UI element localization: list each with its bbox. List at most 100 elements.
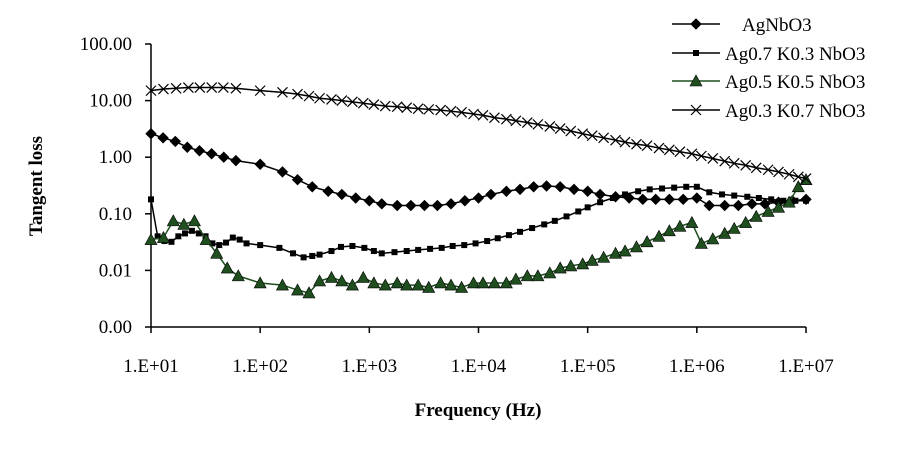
data-point — [444, 278, 458, 291]
data-point — [586, 130, 598, 142]
data-point — [791, 180, 805, 193]
data-point — [349, 192, 362, 204]
data-point — [477, 109, 489, 121]
y-tick-label: 10.00 — [89, 91, 132, 112]
data-point — [379, 100, 391, 112]
data-point — [544, 120, 556, 132]
data-point — [145, 85, 157, 97]
data-point — [718, 199, 731, 212]
data-point — [290, 250, 297, 257]
data-point — [683, 183, 690, 190]
data-point — [691, 192, 703, 204]
data-point — [800, 173, 812, 184]
data-point — [194, 82, 206, 93]
data-point — [253, 276, 267, 289]
data-point — [459, 195, 471, 207]
data-point — [427, 245, 434, 252]
x-tick-label: 1.E+06 — [669, 356, 725, 377]
data-point — [500, 185, 513, 197]
data-point — [532, 118, 544, 130]
data-point — [257, 242, 264, 249]
data-point — [193, 145, 206, 157]
data-point — [220, 261, 234, 274]
data-point — [181, 141, 193, 153]
data-point — [509, 272, 523, 285]
data-point — [489, 112, 500, 124]
series — [144, 82, 813, 299]
x-tick-label: 1.E+02 — [232, 356, 288, 377]
data-point — [792, 197, 799, 204]
legend-label: Ag0.3 K0.7 NbO3 — [725, 101, 865, 122]
data-point — [390, 276, 404, 289]
data-point — [543, 266, 557, 279]
data-point — [300, 254, 307, 261]
data-point — [782, 195, 796, 208]
data-point — [346, 96, 358, 108]
data-point — [693, 183, 700, 190]
data-point — [337, 243, 344, 250]
data-point — [646, 186, 653, 193]
data-point — [391, 101, 403, 113]
data-point — [217, 82, 229, 93]
data-point — [423, 103, 435, 115]
data-point — [629, 240, 643, 253]
data-point — [499, 276, 513, 289]
data-point — [803, 197, 809, 204]
data-point — [314, 92, 325, 104]
data-point — [783, 168, 795, 180]
x-axis-title: Frequency (Hz) — [415, 400, 542, 421]
legend-item-3: Ag0.3 K0.7 NbO3 — [672, 101, 865, 122]
data-point — [302, 286, 316, 299]
data-point — [553, 261, 567, 274]
data-point — [170, 82, 182, 94]
data-point — [236, 236, 243, 243]
data-point — [485, 188, 497, 201]
data-point — [292, 88, 303, 100]
data-point — [276, 166, 289, 178]
y-tick-label: 1.00 — [99, 147, 132, 168]
data-point — [391, 199, 403, 212]
data-point — [216, 242, 223, 249]
data-point — [291, 283, 305, 296]
data-point — [773, 166, 784, 178]
data-point — [520, 269, 534, 282]
data-point — [598, 132, 610, 144]
data-point — [695, 150, 707, 162]
data-point — [468, 108, 479, 120]
y-axis-title: Tangent loss — [26, 136, 47, 236]
x-tick-label: 1.E+01 — [123, 356, 179, 377]
data-point — [324, 270, 338, 283]
data-point — [564, 259, 578, 272]
data-point — [514, 183, 526, 196]
legend-item-1: Ag0.7 K0.3 NbO3 — [672, 44, 865, 65]
data-point — [749, 209, 763, 222]
data-point — [187, 214, 201, 227]
data-point — [551, 217, 558, 224]
data-point — [663, 144, 675, 156]
data-point — [584, 204, 591, 211]
data-point — [177, 217, 191, 230]
data-point — [635, 188, 642, 195]
data-point — [456, 106, 468, 118]
data-point — [276, 244, 283, 251]
data-point — [609, 195, 616, 202]
data-point — [540, 180, 553, 192]
series-2 — [144, 173, 813, 299]
data-point — [230, 154, 242, 167]
data-point — [435, 104, 447, 116]
data-point — [378, 250, 385, 257]
x-tick-label: 1.E+07 — [778, 356, 834, 377]
data-point — [585, 253, 599, 266]
data-point — [744, 193, 751, 200]
data-point — [277, 86, 288, 98]
data-point — [303, 90, 315, 102]
data-point — [391, 249, 398, 256]
data-point — [210, 246, 224, 259]
data-point — [229, 234, 236, 241]
y-tick-label: 0.10 — [99, 204, 132, 225]
data-point — [349, 242, 356, 249]
data-point — [780, 197, 787, 204]
data-point — [517, 228, 524, 235]
